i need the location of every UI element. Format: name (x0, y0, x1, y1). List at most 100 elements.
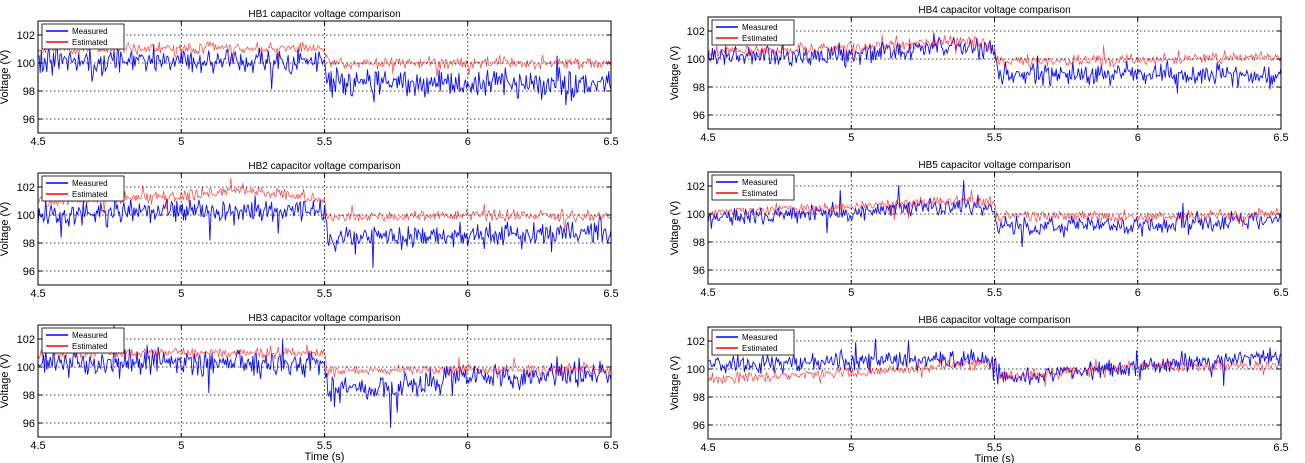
traces (38, 36, 611, 106)
legend-label-measured: Measured (742, 23, 778, 32)
series-line-measured (708, 32, 1281, 94)
chart-panel-5: 4.5 5 5.5 6 6.5 96 98 100 102 HB5 capacitor volta… (669, 160, 1289, 299)
y-axis-label: Voltage (V) (0, 202, 11, 256)
legend-box (711, 329, 795, 356)
chart-panel-6: 4.5 5 5.5 6 6.5 96 98 100 102 HB6 capacitor volta… (669, 315, 1289, 463)
y-tick-label: 98 (23, 390, 35, 402)
x-axis-label: Time (s) (305, 451, 345, 463)
chart-title: HB4 capacitor voltage comparison (918, 5, 1070, 16)
legend-label-measured: Measured (742, 333, 778, 342)
x-tick-label: 4.5 (30, 288, 45, 300)
y-axis-label: Voltage (V) (669, 356, 681, 410)
series-line-estimated (38, 177, 611, 232)
x-tick-label: 5.5 (987, 132, 1002, 144)
legend: Measured Estimated (711, 329, 795, 356)
x-tick-label: 6 (1135, 132, 1141, 144)
x-axis-label: Time (s) (975, 453, 1015, 463)
y-tick-label: 98 (693, 82, 705, 94)
chart-panel-4: 4.5 5 5.5 6 6.5 96 98 100 102 HB4 capacitor volta… (669, 5, 1289, 144)
y-axis-label: Voltage (V) (669, 46, 681, 100)
legend-label-measured: Measured (72, 331, 108, 340)
x-tick-label: 4.5 (700, 442, 715, 454)
x-tick-label: 6 (1135, 442, 1141, 454)
x-tick-label: 5 (848, 287, 854, 299)
y-tick-label: 102 (17, 182, 35, 194)
x-tick-label: 6 (465, 136, 471, 148)
y-tick-label: 100 (687, 364, 705, 376)
legend-box (711, 19, 795, 46)
x-tick-label: 5.5 (317, 136, 332, 148)
x-tick-label: 6.5 (603, 440, 618, 452)
y-tick-label: 102 (687, 336, 705, 348)
x-tick-label: 5.5 (317, 440, 332, 452)
y-tick-label: 96 (693, 265, 705, 277)
chart-title: HB5 capacitor voltage comparison (918, 160, 1070, 171)
y-tick-label: 96 (693, 110, 705, 122)
legend-label-measured: Measured (742, 178, 778, 187)
legend-label-estimated: Estimated (742, 344, 778, 353)
series-line-estimated (708, 358, 1281, 387)
legend-box (711, 174, 795, 201)
legend-box (41, 327, 125, 354)
y-tick-label: 100 (687, 209, 705, 221)
x-tick-label: 5 (178, 440, 184, 452)
x-tick-label: 6.5 (603, 288, 618, 300)
y-tick-label: 98 (693, 237, 705, 249)
y-tick-label: 98 (23, 86, 35, 98)
x-tick-label: 5 (848, 132, 854, 144)
legend-box (41, 23, 125, 50)
x-tick-label: 6.5 (1273, 287, 1288, 299)
y-tick-label: 100 (17, 210, 35, 222)
x-tick-label: 4.5 (30, 136, 45, 148)
x-tick-label: 6.5 (1273, 442, 1288, 454)
y-axis-label: Voltage (V) (0, 50, 11, 104)
y-tick-label: 102 (687, 181, 705, 193)
y-axis-label: Voltage (V) (669, 201, 681, 255)
y-tick-label: 100 (17, 362, 35, 374)
x-tick-label: 5.5 (987, 287, 1002, 299)
x-tick-label: 4.5 (700, 287, 715, 299)
x-tick-label: 5.5 (317, 288, 332, 300)
legend: Measured Estimated (41, 327, 125, 354)
legend-label-estimated: Estimated (72, 38, 108, 47)
series-line-estimated (38, 39, 611, 77)
y-tick-label: 102 (17, 334, 35, 346)
legend: Measured Estimated (41, 23, 125, 50)
y-tick-label: 102 (17, 30, 35, 42)
chart-panel-2: 4.5 5 5.5 6 6.5 96 98 100 102 HB2 capacitor volta… (0, 161, 619, 300)
y-tick-label: 100 (687, 54, 705, 66)
x-tick-label: 6 (465, 440, 471, 452)
x-tick-label: 6 (1135, 287, 1141, 299)
x-tick-label: 5.5 (987, 442, 1002, 454)
y-tick-label: 96 (23, 266, 35, 278)
x-tick-label: 4.5 (700, 132, 715, 144)
x-tick-label: 5 (178, 288, 184, 300)
chart-title: HB1 capacitor voltage comparison (248, 9, 400, 20)
chart-title: HB6 capacitor voltage comparison (918, 315, 1070, 326)
legend-label-estimated: Estimated (72, 190, 108, 199)
series-line-measured (708, 338, 1281, 386)
y-tick-label: 96 (23, 418, 35, 430)
legend-box (41, 175, 125, 202)
y-tick-label: 98 (23, 238, 35, 250)
x-tick-label: 6.5 (1273, 132, 1288, 144)
x-tick-label: 6 (465, 288, 471, 300)
chart-title: HB3 capacitor voltage comparison (248, 313, 400, 324)
legend-label-estimated: Estimated (742, 189, 778, 198)
series-line-measured (38, 36, 611, 106)
y-tick-label: 96 (23, 114, 35, 126)
traces (708, 338, 1281, 387)
legend: Measured Estimated (41, 175, 125, 202)
legend-label-measured: Measured (72, 179, 108, 188)
y-axis-label: Voltage (V) (0, 354, 11, 408)
legend: Measured Estimated (711, 19, 795, 46)
chart-title: HB2 capacitor voltage comparison (248, 161, 400, 172)
x-tick-label: 6.5 (603, 136, 618, 148)
y-tick-label: 100 (17, 58, 35, 70)
legend-label-estimated: Estimated (742, 34, 778, 43)
legend-label-estimated: Estimated (72, 342, 108, 351)
chart-panel-1: 4.5 5 5.5 6 6.5 96 98 100 102 HB1 capacitor volta… (0, 9, 619, 148)
legend-label-measured: Measured (72, 27, 108, 36)
x-tick-label: 4.5 (30, 440, 45, 452)
